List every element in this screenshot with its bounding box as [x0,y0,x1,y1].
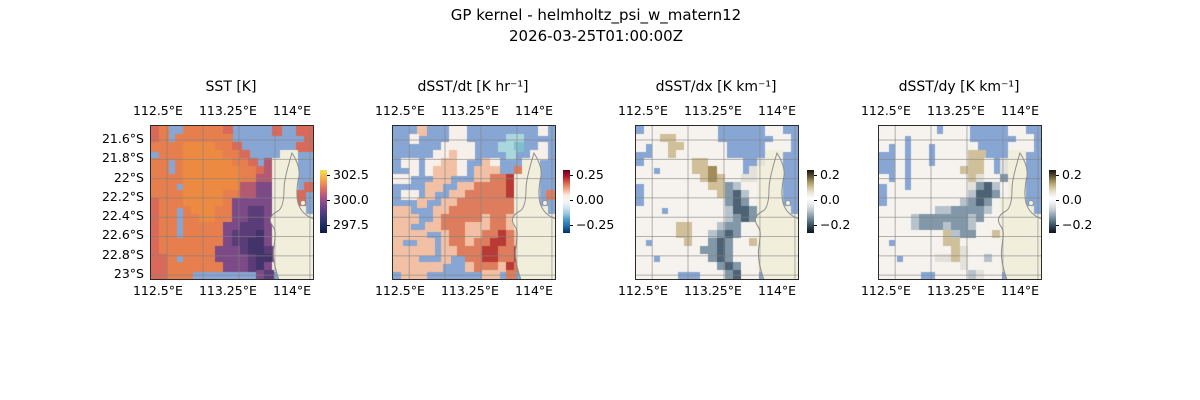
x-tick-label-top: 113.25°E [683,103,742,118]
y-tick-label: 22°S [113,169,144,185]
colorbar-tick-label: 0.0 [820,192,840,208]
x-tick-label-top: 114°E [273,103,312,118]
x-tick-label-bottom: 113.25°E [683,283,742,298]
colorbar-tick-label: 302.5 [333,167,369,183]
colorbar-tick [327,200,330,202]
x-tick-label-bottom: 112.5°E [374,283,425,298]
colorbar-tick [814,175,817,177]
colorbar-tick-label: −0.2 [820,217,851,233]
y-tick-label: 22.8°S [101,246,144,262]
x-tick-label-bottom: 113.25°E [926,283,985,298]
x-tick-label-top: 113.25°E [926,103,985,118]
island-shape [785,200,791,206]
colorbar-tick [570,175,573,177]
map-panel [878,125,1042,280]
y-tick-label: 22.6°S [101,227,144,243]
y-tick-label: 22.2°S [101,188,144,204]
colorbar [320,170,327,233]
colorbar-tick-label: 0.25 [576,167,604,183]
panel-title: dSST/dy [K km⁻¹] [898,79,1020,95]
colorbar-tick-label: −0.25 [576,217,615,233]
x-tick-label-top: 112.5°E [617,103,668,118]
map-overlay [879,126,1041,279]
colorbar-tick [1056,175,1059,177]
map-overlay [151,126,313,279]
colorbar-tick [1056,225,1059,227]
figure-title: GP kernel - helmholtz_psi_w_matern12 [450,6,742,24]
colorbar [1049,170,1056,233]
land-shape [754,151,798,279]
map-panel [150,125,314,280]
colorbar-tick-label: 0.0 [1062,192,1082,208]
land-shape [269,151,313,279]
x-tick-label-bottom: 113.25°E [440,283,499,298]
colorbar-tick [1056,200,1059,202]
map-panel [635,125,799,280]
map-overlay [393,126,555,279]
island-shape [1028,200,1034,206]
x-tick-label-top: 113.25°E [198,103,257,118]
x-tick-label-bottom: 114°E [515,283,554,298]
map-overlay [636,126,798,279]
x-tick-label-bottom: 112.5°E [617,283,668,298]
x-tick-label-top: 112.5°E [860,103,911,118]
colorbar-tick-label: 0.2 [820,167,840,183]
colorbar-tick-label: 0.2 [1062,167,1082,183]
land-shape [997,151,1041,279]
panel-title: SST [K] [205,79,257,95]
colorbar-tick-label: 0.00 [576,192,604,208]
colorbar-tick [327,175,330,177]
map-panel [392,125,556,280]
colorbar-tick [570,200,573,202]
x-tick-label-top: 112.5°E [132,103,183,118]
colorbar [563,170,570,233]
colorbar [807,170,814,233]
colorbar-tick-label: −0.2 [1062,217,1093,233]
colorbar-tick [570,225,573,227]
colorbar-tick-label: 300.0 [333,192,369,208]
island-shape [542,200,548,206]
y-tick-label: 21.6°S [101,130,144,146]
land-shape [511,151,555,279]
panel-title: dSST/dt [K hr⁻¹] [417,79,529,95]
x-tick-label-top: 113.25°E [440,103,499,118]
y-tick-label: 21.8°S [101,150,144,166]
x-tick-label-bottom: 114°E [758,283,797,298]
colorbar-tick [814,200,817,202]
island-shape [300,200,306,206]
x-tick-label-bottom: 113.25°E [198,283,257,298]
figure-subtitle: 2026-03-25T01:00:00Z [509,27,683,45]
x-tick-label-top: 112.5°E [374,103,425,118]
x-tick-label-bottom: 114°E [273,283,312,298]
colorbar-tick [814,225,817,227]
panel-title: dSST/dx [K km⁻¹] [655,79,777,95]
colorbar-tick-label: 297.5 [333,217,369,233]
colorbar-tick [327,225,330,227]
x-tick-label-bottom: 112.5°E [132,283,183,298]
y-tick-label: 23°S [113,266,144,282]
x-tick-label-top: 114°E [515,103,554,118]
x-tick-label-top: 114°E [758,103,797,118]
x-tick-label-bottom: 112.5°E [860,283,911,298]
x-tick-label-top: 114°E [1001,103,1040,118]
y-tick-label: 22.4°S [101,208,144,224]
x-tick-label-bottom: 114°E [1001,283,1040,298]
